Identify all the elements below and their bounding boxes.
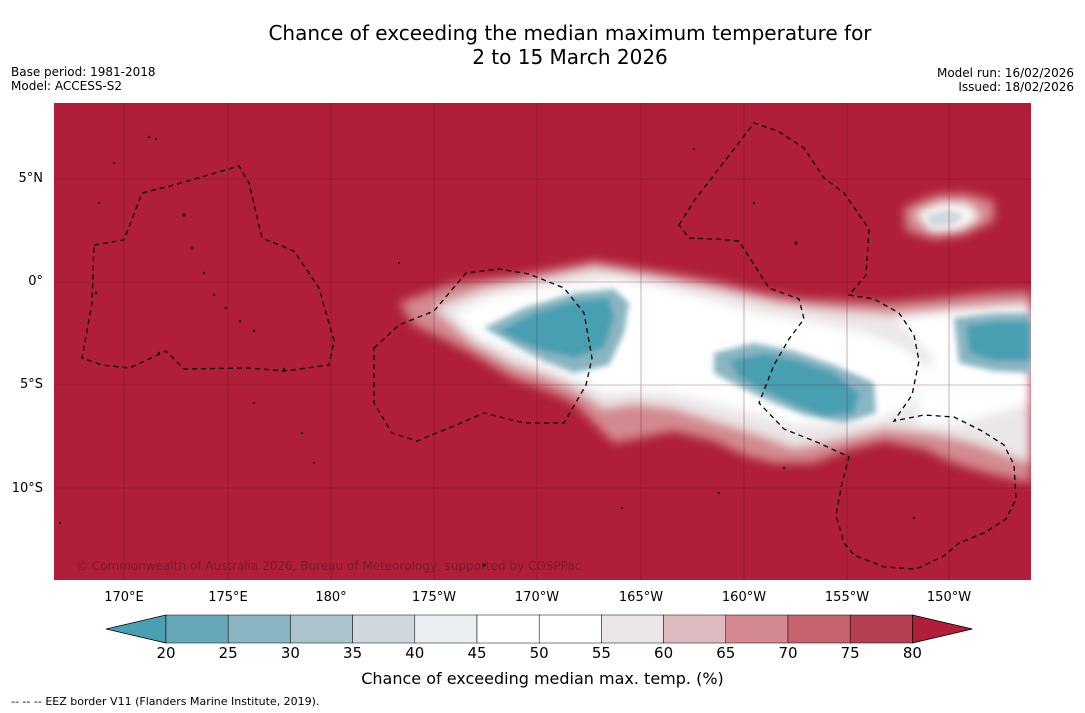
lon-label: 160°W bbox=[721, 590, 767, 605]
lon-label: 175°W bbox=[411, 590, 457, 605]
metadata-left: Base period: 1981-2018 Model: ACCESS-S2 bbox=[11, 65, 156, 93]
colorbar-below-arrow bbox=[105, 614, 167, 644]
lon-label: 175°E bbox=[208, 590, 248, 605]
lon-label: 155°W bbox=[824, 590, 870, 605]
colorbar bbox=[105, 614, 973, 644]
eez-line-islands bbox=[678, 122, 1017, 570]
colorbar-segment bbox=[352, 614, 416, 644]
colorbar-tick-label: 55 bbox=[591, 644, 611, 662]
lon-label: 150°W bbox=[926, 590, 972, 605]
colorbar-tick-label: 40 bbox=[405, 644, 425, 662]
colorbar-tick-label: 50 bbox=[529, 644, 549, 662]
lat-label: 10°S bbox=[11, 481, 43, 496]
colorbar-segment bbox=[290, 614, 353, 644]
eez-legend-symbol: -- -- -- bbox=[11, 695, 42, 708]
colorbar-segment bbox=[849, 614, 913, 644]
lon-label: 165°W bbox=[618, 590, 664, 605]
colorbar-tick-label: 45 bbox=[467, 644, 487, 662]
eez-borders bbox=[81, 122, 1017, 570]
colorbar-tick-label: 25 bbox=[218, 644, 238, 662]
colorbar-tick-label: 60 bbox=[654, 644, 674, 662]
colorbar-segment bbox=[414, 614, 478, 644]
lat-label: 0° bbox=[28, 274, 43, 289]
colorbar-segment bbox=[165, 614, 229, 644]
eez-legend: -- -- -- EEZ border V11 (Flanders Marine… bbox=[11, 695, 319, 708]
islands bbox=[58, 135, 916, 567]
low-probability-cores bbox=[484, 209, 1031, 423]
colorbar-tick-label: 35 bbox=[343, 644, 363, 662]
eez-kiribati-gilbert bbox=[81, 165, 335, 372]
model-run-label: Model run: 16/02/2026 bbox=[936, 66, 1074, 80]
colorbar-segment bbox=[601, 614, 664, 644]
eez-legend-text: EEZ border V11 (Flanders Marine Institut… bbox=[45, 695, 320, 708]
metadata-right: Model run: 16/02/2026 Issued: 18/02/2026 bbox=[937, 66, 1074, 94]
lon-label: 170°W bbox=[514, 590, 560, 605]
colorbar-above-arrow bbox=[912, 614, 973, 644]
colorbar-tick-label: 75 bbox=[840, 644, 860, 662]
lat-label: 5°N bbox=[18, 171, 44, 186]
colorbar-segment bbox=[476, 614, 540, 644]
colorbar-segment bbox=[725, 614, 789, 644]
map-title-line2: 2 to 15 March 2026 bbox=[472, 45, 668, 69]
colorbar-tick-label: 30 bbox=[280, 644, 300, 662]
copyright-notice: © Commonwealth of Australia 2026, Bureau… bbox=[76, 559, 582, 573]
colorbar-segment bbox=[787, 614, 851, 644]
lon-label: 170°E bbox=[104, 590, 144, 605]
colorbar-tick-label: 65 bbox=[716, 644, 736, 662]
graticule bbox=[54, 103, 1031, 580]
colorbar-tick-label: 80 bbox=[902, 644, 922, 662]
map-title-line1: Chance of exceeding the median maximum t… bbox=[268, 21, 872, 45]
lat-label: 5°S bbox=[19, 377, 43, 392]
colorbar-segment bbox=[227, 614, 291, 644]
colorbar-title: Chance of exceeding median max. temp. (%… bbox=[361, 669, 724, 688]
colorbar-segment bbox=[538, 614, 602, 644]
base-period-label: Base period: 1981-2018 bbox=[11, 65, 156, 79]
colorbar-tick-label: 70 bbox=[778, 644, 798, 662]
issued-label: Issued: 18/02/2026 bbox=[958, 80, 1074, 94]
colorbar-tick-label: 20 bbox=[156, 644, 176, 662]
forecast-map bbox=[54, 103, 1031, 580]
colorbar-segment bbox=[663, 614, 727, 644]
lon-label: 180° bbox=[315, 590, 347, 605]
model-label: Model: ACCESS-S2 bbox=[11, 79, 123, 93]
